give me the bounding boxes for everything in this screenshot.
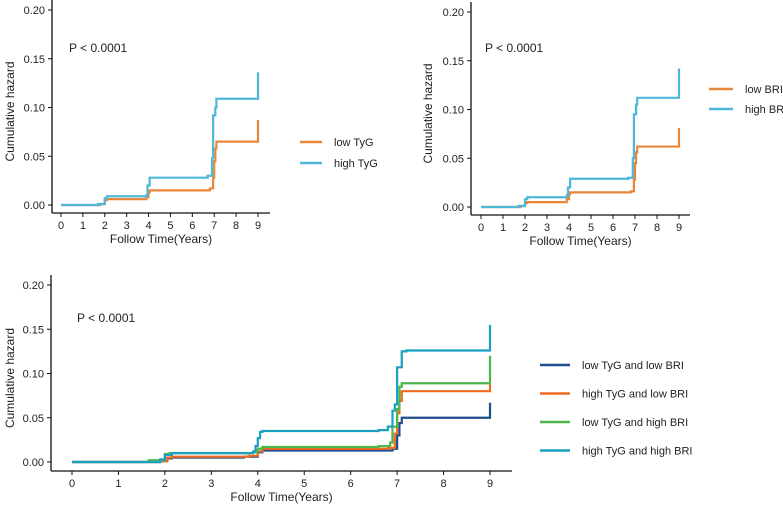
y-axis-label: Cumulative hazard <box>3 328 17 428</box>
x-axis-label: Follow Time(Years) <box>110 232 212 246</box>
y-tick-label: 0.15 <box>23 324 44 336</box>
x-tick-label: 9 <box>676 222 682 234</box>
p-value-annotation: P < 0.0001 <box>485 41 543 55</box>
x-tick-label: 4 <box>255 478 261 490</box>
series-line-low-tyg <box>61 120 260 207</box>
legend-label: low TyG and high BRI <box>582 417 688 429</box>
y-tick-label: 0.15 <box>24 54 45 66</box>
y-tick-label: 0.20 <box>24 5 45 17</box>
y-axis-label: Cumulative hazard <box>3 61 17 161</box>
x-tick-label: 5 <box>588 222 594 234</box>
x-tick-label: 7 <box>632 222 638 234</box>
legend-label: high TyG and low BRI <box>582 389 688 401</box>
x-tick-label: 8 <box>440 478 446 490</box>
x-tick-label: 1 <box>80 220 86 232</box>
x-tick-label: 0 <box>478 222 484 234</box>
x-tick-label: 2 <box>522 222 528 234</box>
p-value-annotation: P < 0.0001 <box>77 311 135 325</box>
x-tick-label: 3 <box>208 478 214 490</box>
x-tick-label: 1 <box>115 478 121 490</box>
y-tick-label: 0.05 <box>443 153 464 165</box>
x-tick-label: 0 <box>69 478 75 490</box>
series-line-low-bri <box>481 128 681 209</box>
x-tick-label: 8 <box>654 222 660 234</box>
x-tick-label: 7 <box>211 220 217 232</box>
p-value-annotation: P < 0.0001 <box>69 41 127 55</box>
x-tick-label: 4 <box>145 220 151 232</box>
x-tick-label: 6 <box>189 220 195 232</box>
y-tick-label: 0.20 <box>23 280 44 292</box>
x-tick-label: 2 <box>102 220 108 232</box>
series-line-low-tyg-and-low-bri <box>72 402 492 464</box>
legend-label: high TyG and high BRI <box>582 446 692 458</box>
x-tick-label: 5 <box>167 220 173 232</box>
legend-label: low TyG <box>334 137 374 149</box>
y-axis-label: Cumulative hazard <box>421 63 435 163</box>
y-tick-label: 0.20 <box>443 7 464 19</box>
y-tick-label: 0.00 <box>23 457 44 469</box>
panel-2: 0.00 0.05 0.10 0.15 0.20 0 1 2 3 4 5 6 7 8 9 Follow Tim… <box>421 2 783 248</box>
series-line-high-tyg-and-high-bri <box>72 324 492 464</box>
panel-1: 0.00 0.05 0.10 0.15 0.20 0 1 2 3 4 5 6 7 8 9 Follow Tim… <box>3 0 378 246</box>
panel-3: 0.00 0.05 0.10 0.15 0.20 0 1 2 3 4 5 6 7 8 9 Follow Tim… <box>3 275 692 504</box>
x-tick-label: 4 <box>566 222 572 234</box>
x-tick-label: 9 <box>487 478 493 490</box>
y-tick-label: 0.15 <box>443 56 464 68</box>
x-axis-label: Follow Time(Years) <box>529 234 631 248</box>
legend-label: high TyG <box>334 158 378 170</box>
x-tick-label: 8 <box>233 220 239 232</box>
x-tick-label: 6 <box>348 478 354 490</box>
x-tick-label: 3 <box>544 222 550 234</box>
x-tick-label: 1 <box>500 222 506 234</box>
y-tick-label: 0.05 <box>24 151 45 163</box>
x-axis-label: Follow Time(Years) <box>230 490 332 504</box>
series-line-high-bri <box>481 68 681 209</box>
series-line-high-tyg <box>61 72 260 207</box>
x-tick-label: 3 <box>124 220 130 232</box>
x-tick-label: 6 <box>610 222 616 234</box>
legend-label: low TyG and low BRI <box>582 360 684 372</box>
y-tick-label: 0.05 <box>23 413 44 425</box>
y-tick-label: 0.10 <box>24 103 45 115</box>
legend-label: high BRI <box>745 104 783 116</box>
legend-label: low BRI <box>745 84 783 96</box>
series-line-low-tyg-and-high-bri <box>72 355 492 464</box>
x-tick-label: 5 <box>301 478 307 490</box>
x-tick-label: 7 <box>394 478 400 490</box>
x-tick-label: 0 <box>58 220 64 232</box>
y-tick-label: 0.10 <box>23 369 44 381</box>
y-tick-label: 0.00 <box>443 202 464 214</box>
x-tick-label: 9 <box>255 220 261 232</box>
y-tick-label: 0.10 <box>443 105 464 117</box>
x-tick-label: 2 <box>162 478 168 490</box>
y-tick-label: 0.00 <box>24 200 45 212</box>
